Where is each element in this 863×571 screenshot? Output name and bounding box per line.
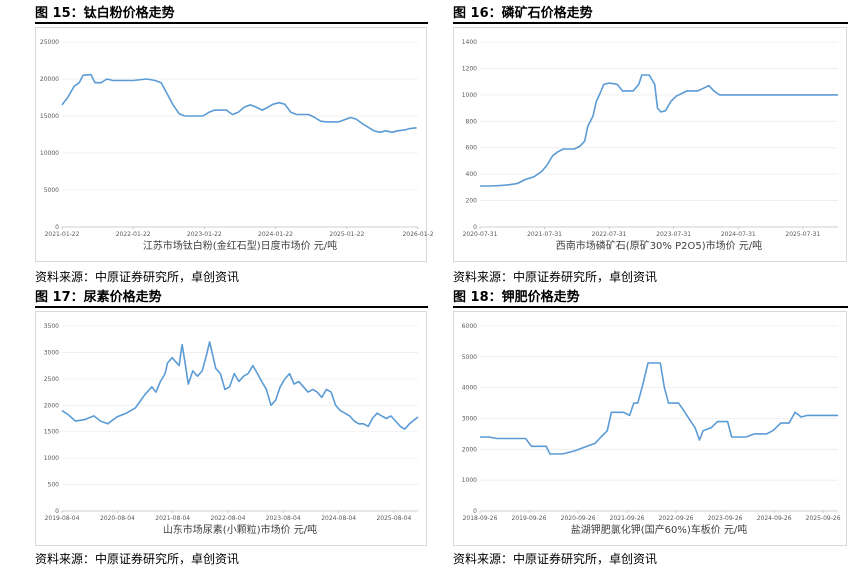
y-tick-label: 1000: [44, 455, 59, 462]
y-tick-label: 4000: [462, 385, 477, 392]
chart-svg: 0 1000 2000 3000 4000 5000 6000 2018-09-26 2019-…: [462, 323, 841, 536]
x-tick-label: 2021-01-22: [45, 231, 80, 238]
x-tick-label: 2023-01-22: [187, 231, 222, 238]
x-axis-label: 江苏市场钛白粉(金红石型)日度市场价 元/吨: [143, 239, 337, 252]
x-tick-label: 2019-09-26: [512, 515, 547, 522]
x-tick-label: 2025-07-31: [785, 231, 820, 238]
y-tick-label: 25000: [40, 39, 59, 46]
panel-chart-18: 图 18：钾肥价格走势 0 1000 2000 3000 4000 5000 6000 201…: [453, 286, 848, 571]
panel-chart-15: 图 15：钛白粉价格走势 0 5000 10000 15000 20000 25000 20…: [35, 2, 434, 287]
series-line: [480, 74, 838, 187]
source-note: 资料来源：中原证券研究所，卓创资讯: [453, 552, 658, 566]
y-tick-label: 400: [466, 171, 478, 178]
x-tick-label: 2023-07-31: [656, 231, 691, 238]
x-tick-label: 2021-09-26: [610, 515, 645, 522]
x-tick-label: 2020-09-26: [561, 515, 596, 522]
title-rule: [35, 22, 428, 24]
y-tick-label: 10000: [40, 150, 59, 157]
series-line: [480, 362, 838, 455]
x-tick-label: 2022-08-04: [211, 515, 246, 522]
x-tick-label: 2023-09-26: [708, 515, 743, 522]
y-tick-label: 5000: [44, 187, 59, 194]
chart-title: 图 15：钛白粉价格走势: [35, 6, 175, 21]
y-tick-label: 2000: [462, 446, 477, 453]
y-tick-label: 2500: [44, 376, 59, 383]
chart-svg: 0 5000 10000 15000 20000 25000 2021-01-22 2022-…: [40, 39, 434, 252]
y-tick-label: 3000: [44, 349, 59, 356]
x-tick-label: 2020-07-31: [463, 231, 498, 238]
title-rule: [453, 306, 848, 308]
series-line: [61, 73, 417, 134]
x-tick-label: 2023-08-04: [266, 515, 301, 522]
y-tick-label: 3000: [462, 416, 477, 423]
x-tick-label: 2024-07-31: [721, 231, 756, 238]
y-tick-label: 600: [466, 145, 478, 152]
y-tick-label: 200: [466, 198, 478, 205]
y-tick-label: 20000: [40, 76, 59, 83]
y-tick-label: 6000: [462, 323, 477, 330]
chart-area: 0 500 1000 1500 2000 2500 3000 3500 2019-08-04 20…: [35, 311, 427, 546]
chart-area: 0 5000 10000 15000 20000 25000 2021-01-22 2022-…: [35, 27, 434, 262]
chart-svg: 0 200 400 600 800 1000 1200 1400 2020-07-31 2021-…: [462, 39, 838, 252]
x-tick-label: 2022-01-22: [116, 231, 151, 238]
x-tick-label: 2025-08-04: [376, 515, 411, 522]
x-tick-label: 2018-09-26: [463, 515, 498, 522]
y-tick-label: 5000: [462, 354, 477, 361]
x-tick-label: 2024-09-26: [757, 515, 792, 522]
source-note: 资料来源：中原证券研究所，卓创资讯: [453, 270, 658, 284]
title-rule: [453, 22, 848, 24]
x-axis-label: 盐湖钾肥氯化钾(国产60%)车板价 元/吨: [571, 523, 748, 536]
chart-title: 图 17：尿素价格走势: [35, 290, 162, 305]
y-tick-label: 0: [473, 508, 477, 515]
y-tick-label: 500: [48, 482, 60, 489]
chart-svg: 0 500 1000 1500 2000 2500 3000 3500 2019-08-04 20…: [44, 323, 419, 536]
y-tick-label: 1000: [462, 92, 477, 99]
source-note: 资料来源：中原证券研究所，卓创资讯: [35, 270, 240, 284]
y-tick-label: 1000: [462, 477, 477, 484]
panel-chart-16: 图 16：磷矿石价格走势 0 200 400 600 800 1000 1200 1400 20…: [453, 2, 848, 287]
y-tick-label: 0: [55, 224, 59, 231]
y-tick-label: 0: [473, 224, 477, 231]
x-axis-label: 西南市场磷矿石(原矿30% P2O5)市场价 元/吨: [556, 239, 762, 252]
x-tick-label: 2024-08-04: [321, 515, 356, 522]
x-tick-label: 2021-08-04: [155, 515, 190, 522]
chart-title: 图 16：磷矿石价格走势: [453, 6, 593, 21]
y-tick-label: 0: [55, 508, 59, 515]
x-tick-label: 2022-09-26: [659, 515, 694, 522]
chart-area: 0 200 400 600 800 1000 1200 1400 2020-07-31 2021-…: [453, 27, 847, 262]
y-tick-label: 800: [466, 118, 478, 125]
x-tick-label: 2022-07-31: [592, 231, 627, 238]
chart-title: 图 18：钾肥价格走势: [453, 290, 580, 305]
x-tick-label: 2025-09-26: [806, 515, 841, 522]
chart-area: 0 1000 2000 3000 4000 5000 6000 2018-09-26 2019-…: [453, 311, 847, 546]
title-rule: [35, 306, 428, 308]
y-tick-label: 1200: [462, 65, 477, 72]
y-tick-label: 1500: [44, 429, 59, 436]
x-tick-label: 2020-08-04: [100, 515, 135, 522]
x-tick-label: 2026-01-2: [402, 231, 433, 238]
x-tick-label: 2025-01-22: [329, 231, 364, 238]
y-tick-label: 1400: [462, 39, 477, 46]
x-tick-label: 2019-08-04: [45, 515, 80, 522]
source-note: 资料来源：中原证券研究所，卓创资讯: [35, 552, 240, 566]
series-line: [61, 341, 419, 430]
x-tick-label: 2024-01-22: [258, 231, 293, 238]
x-axis-label: 山东市场尿素(小颗粒)市场价 元/吨: [163, 523, 317, 536]
panel-chart-17: 图 17：尿素价格走势 0 500 1000 1500 2000 2500 3000 3500…: [35, 286, 428, 571]
y-tick-label: 2000: [44, 402, 59, 409]
y-tick-label: 3500: [44, 323, 59, 330]
x-tick-label: 2021-07-31: [527, 231, 562, 238]
y-tick-label: 15000: [40, 113, 59, 120]
